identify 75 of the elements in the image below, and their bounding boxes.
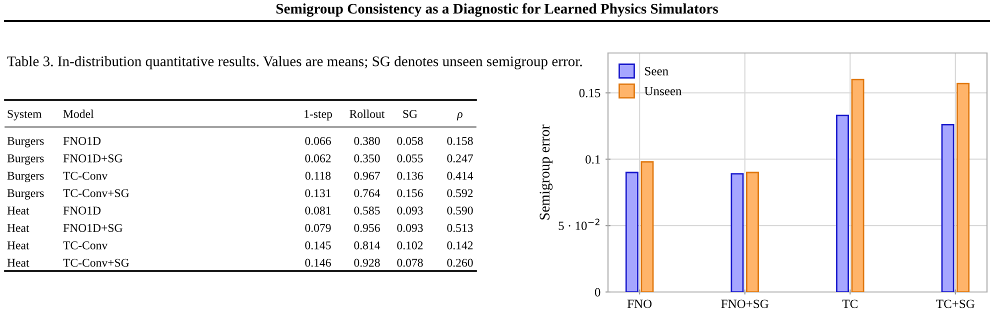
- bar: [836, 114, 849, 292]
- text: 0.079: [305, 224, 331, 232]
- text: 0.093: [397, 206, 423, 215]
- text: 0.058: [397, 136, 423, 146]
- bar: [956, 82, 970, 292]
- text: 0.146: [305, 258, 331, 267]
- text: 0.928: [354, 258, 380, 267]
- text: 0.260: [447, 258, 473, 267]
- y-axis-title: Semigroup error: [540, 124, 553, 220]
- bar: [625, 172, 638, 292]
- text: FNO1D: [63, 206, 101, 215]
- text: 0.118: [305, 172, 331, 180]
- text: 0.142: [447, 241, 473, 250]
- x-tick-label: FNO: [627, 300, 652, 308]
- text: 0.145: [305, 241, 331, 250]
- text: 0.136: [397, 172, 423, 180]
- text: TC-Conv: [63, 241, 108, 250]
- category-label: Model: [63, 110, 94, 118]
- text: 0.158: [447, 136, 473, 146]
- text: 0.102: [397, 241, 423, 250]
- text: 0.414: [447, 172, 474, 180]
- category-label: Rollout: [350, 110, 385, 118]
- text: 0.131: [305, 189, 331, 198]
- legend-label: Seen: [645, 66, 668, 76]
- bar: [730, 173, 744, 292]
- text: Burgers: [7, 172, 44, 182]
- category-label: SG: [403, 110, 418, 118]
- bar: [640, 161, 654, 292]
- text: Heat: [7, 224, 30, 232]
- text: 0.814: [354, 241, 380, 250]
- text: 0.590: [447, 206, 473, 215]
- text: Burgers: [7, 137, 44, 148]
- text: TC-Conv+SG: [63, 189, 129, 198]
- text: Heat: [7, 206, 30, 215]
- text: FNO1D+SG: [63, 224, 122, 232]
- x-tick-label: TC+SG: [936, 300, 975, 308]
- bar: [746, 172, 759, 292]
- text: 0.093: [397, 224, 423, 232]
- category-label: 1-step: [304, 110, 332, 120]
- text: 0.592: [447, 189, 473, 198]
- text: 0.062: [305, 154, 331, 162]
- y-tick-label: 0.15: [579, 88, 600, 98]
- text: 0.764: [354, 189, 380, 198]
- bar: [941, 124, 954, 292]
- category-label: ρ: [456, 112, 462, 120]
- text: 0.247: [447, 154, 473, 162]
- text: 0.967: [354, 172, 380, 180]
- text: Burgers: [7, 189, 44, 200]
- text: 0.078: [397, 258, 423, 267]
- text: Table 3. In-distribution quantitative results. Values are means; SG denotes unseen semigroup error.: [7, 56, 582, 70]
- text: TC-Conv+SG: [63, 258, 129, 267]
- y-tick-label: 5 · 10$^{−2}$: [558, 218, 600, 230]
- bar: [851, 78, 864, 292]
- text: FNO1D: [63, 137, 101, 145]
- legend-label: Unseen: [644, 86, 682, 96]
- x-tick-label: TC: [842, 300, 858, 308]
- text: FNO1D+SG: [63, 154, 122, 162]
- text: 0.066: [305, 136, 331, 146]
- text: Heat: [7, 242, 30, 250]
- text: 0.513: [447, 224, 473, 232]
- text: 0.350: [354, 154, 380, 162]
- text: 0.585: [354, 206, 380, 215]
- text: 0.956: [354, 224, 380, 232]
- text: 0.380: [354, 136, 380, 146]
- text: 0.081: [305, 206, 331, 215]
- text: Semigroup Consistency as a Diagnostic for Learned Physics Simulators: [276, 3, 718, 17]
- text: Heat: [7, 258, 30, 267]
- y-tick-label: 0: [594, 288, 600, 296]
- category-label: System: [8, 110, 42, 120]
- text: TC-Conv: [63, 172, 108, 180]
- text: 0.156: [397, 189, 423, 198]
- y-tick-label: 0.1: [586, 155, 600, 164]
- x-tick-label: FNO+SG: [721, 300, 768, 308]
- text: 0.055: [397, 154, 423, 162]
- text: Burgers: [7, 154, 44, 165]
